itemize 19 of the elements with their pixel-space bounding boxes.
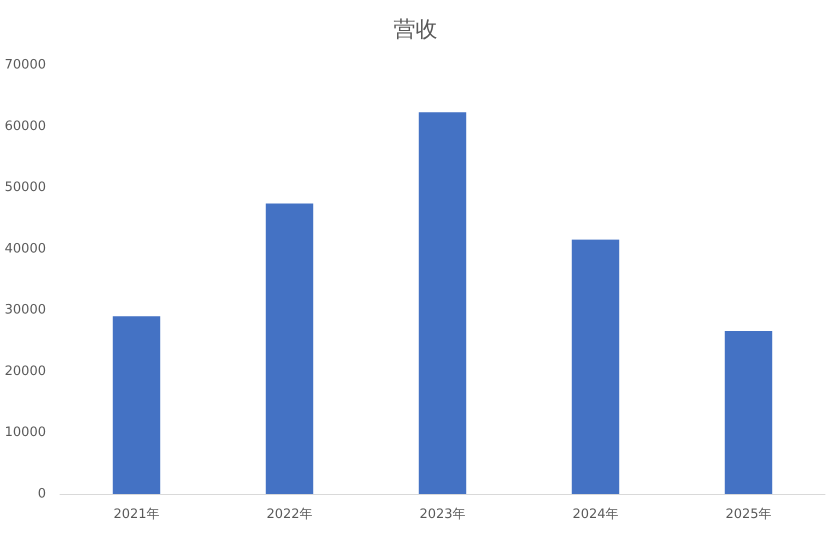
y-tick-label: 10000 <box>4 425 46 440</box>
bar <box>418 112 466 494</box>
y-tick-label: 50000 <box>4 180 46 196</box>
bar <box>572 240 620 494</box>
x-tick-label: 2022年 <box>266 507 313 522</box>
x-tick-label: 2024年 <box>572 507 619 522</box>
x-tick-label: 2023年 <box>419 507 466 522</box>
bar <box>724 330 772 494</box>
x-tick-label: 2025年 <box>725 507 772 522</box>
bar <box>266 204 314 494</box>
y-tick-label: 60000 <box>4 118 46 134</box>
bar <box>112 316 160 494</box>
y-tick-label: 40000 <box>4 241 46 256</box>
chart-title: 营收 <box>394 18 438 42</box>
y-tick-label: 20000 <box>4 364 46 379</box>
y-tick-label: 30000 <box>4 302 46 318</box>
y-tick-label: 0 <box>38 486 46 502</box>
x-tick-label: 2021年 <box>113 507 160 522</box>
y-tick-label: 70000 <box>4 58 46 72</box>
